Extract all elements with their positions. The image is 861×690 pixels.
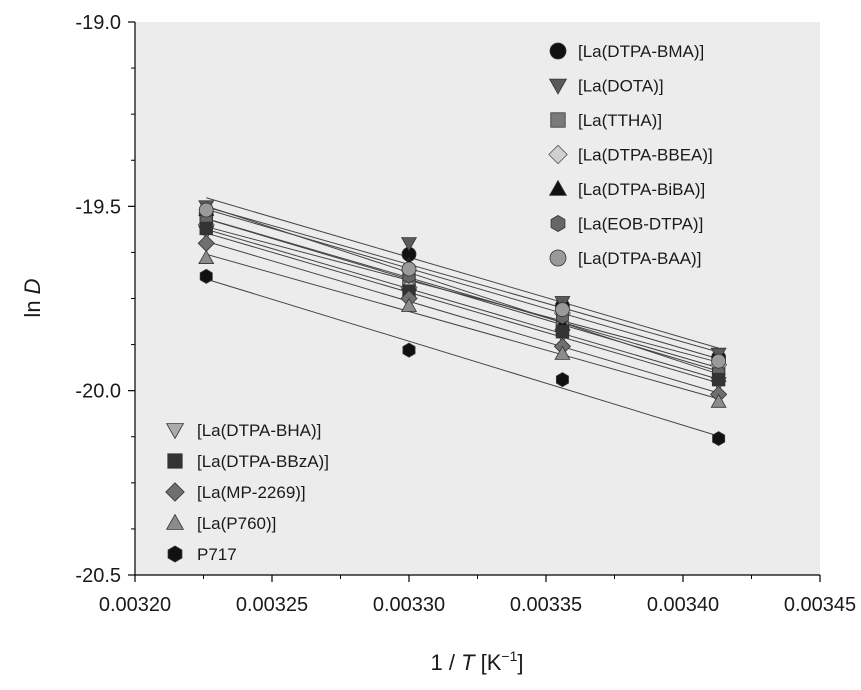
y-tick-label: -19.5 (75, 196, 121, 218)
data-point-p717 (555, 372, 569, 388)
legend-label-la-eob-dtpa: [La(EOB-DTPA)] (578, 215, 703, 234)
legend-marker-la-dtpa-baa (549, 249, 567, 267)
legend-marker-la-dtpa-biba (548, 179, 568, 196)
legend-marker-la-dtpa-bbea (548, 144, 568, 165)
legend-marker-la-eob-dtpa (550, 215, 566, 232)
data-point-la-dtpa-baa (555, 302, 570, 317)
x-axis-ticks: 0.00320 0.00325 0.00330 0.00335 0.00340 0.003… (99, 575, 856, 616)
legend-label-la-dtpa-bha: [La(DTPA-BHA)] (197, 421, 321, 440)
y-axis-ticks: -19.0 -19.5 -20.0 -20.5 (75, 12, 135, 587)
data-point-la-p760 (400, 297, 418, 312)
y-tick-label: -19.0 (75, 12, 121, 34)
legend-marker-la-dota (548, 78, 568, 95)
y-axis-title: ln D (20, 278, 45, 317)
fit-lines (206, 197, 719, 437)
fit-line-la-dtpa-bha (206, 232, 719, 384)
fit-line-la-dota (206, 197, 719, 349)
legend-label-la-dota: [La(DOTA)] (578, 77, 664, 96)
data-point-la-p760 (710, 393, 727, 408)
fit-line-la-mp-2269 (206, 240, 719, 394)
legend-marker-la-dtpa-bha (165, 423, 185, 440)
x-axis-title: 1 / T [K−1] (430, 648, 523, 675)
data-point-la-dtpa-baa (711, 353, 727, 369)
data-point-la-dtpa-baa (198, 202, 214, 218)
data-markers (197, 200, 728, 447)
x-tick-label: 0.00335 (510, 594, 582, 616)
legend-label-la-dtpa-biba: [La(DTPA-BiBA)] (578, 180, 705, 199)
fit-line-la-dtpa-baa (206, 208, 719, 360)
data-point-la-dtpa-bbza (555, 324, 570, 339)
data-point-p717 (199, 268, 213, 284)
legend-marker-la-p760 (165, 513, 185, 530)
data-point-p717 (712, 431, 726, 447)
y-tick-label: -20.5 (75, 565, 121, 587)
legend-label-la-ttha: [La(TTHA)] (578, 111, 662, 130)
data-point-la-p760 (554, 345, 571, 360)
x-tick-label: 0.00345 (784, 594, 856, 616)
fit-line-la-p760 (206, 253, 719, 400)
fit-line-p717 (206, 278, 719, 437)
legend-marker-la-mp-2269 (165, 482, 185, 502)
data-point-p717 (402, 342, 416, 358)
data-point-la-dtpa-bbza (199, 221, 213, 236)
data-point-la-dota (400, 237, 418, 252)
x-tick-label: 0.00340 (647, 594, 719, 616)
fit-line-la-dtpa-bbza (206, 228, 719, 380)
legend-bottom-left: [La(DTPA-BHA)] [La(DTPA-BBzA)] [La(MP-2269… (165, 421, 329, 564)
legend-top-right: [La(DTPA-BMA)] [La(DOTA)] [La(TTHA)] [La(DT… (548, 42, 713, 268)
data-point-la-p760 (198, 249, 215, 264)
legend-marker-la-dtpa-bbza (167, 453, 183, 469)
legend-label-la-p760: [La(P760)] (197, 514, 276, 533)
y-tick-label: -20.0 (75, 381, 121, 403)
legend-marker-la-ttha (550, 112, 566, 128)
data-point-la-dtpa-bbza (711, 372, 726, 387)
legend-label-la-dtpa-baa: [La(DTPA-BAA)] (578, 249, 701, 268)
x-tick-label: 0.00320 (99, 594, 171, 616)
fit-line-la-dtpa-bbea (206, 226, 719, 363)
x-tick-label: 0.00325 (236, 594, 308, 616)
legend-marker-p717 (167, 545, 183, 563)
fit-line-la-dtpa-bma (206, 206, 719, 353)
legend-label-la-dtpa-bbza: [La(DTPA-BBzA)] (197, 452, 329, 471)
legend-label-la-dtpa-bbea: [La(DTPA-BBEA)] (578, 146, 713, 165)
x-tick-label: 0.00330 (373, 594, 445, 616)
legend-marker-la-dtpa-bma (549, 42, 567, 60)
data-point-la-dtpa-baa (401, 261, 417, 277)
legend-label-p717: P717 (197, 545, 237, 564)
fit-line-la-eob-dtpa (206, 218, 719, 369)
legend-label-la-mp-2269: [La(MP-2269)] (197, 483, 306, 502)
legend-label-la-dtpa-bma: [La(DTPA-BMA)] (578, 42, 704, 61)
